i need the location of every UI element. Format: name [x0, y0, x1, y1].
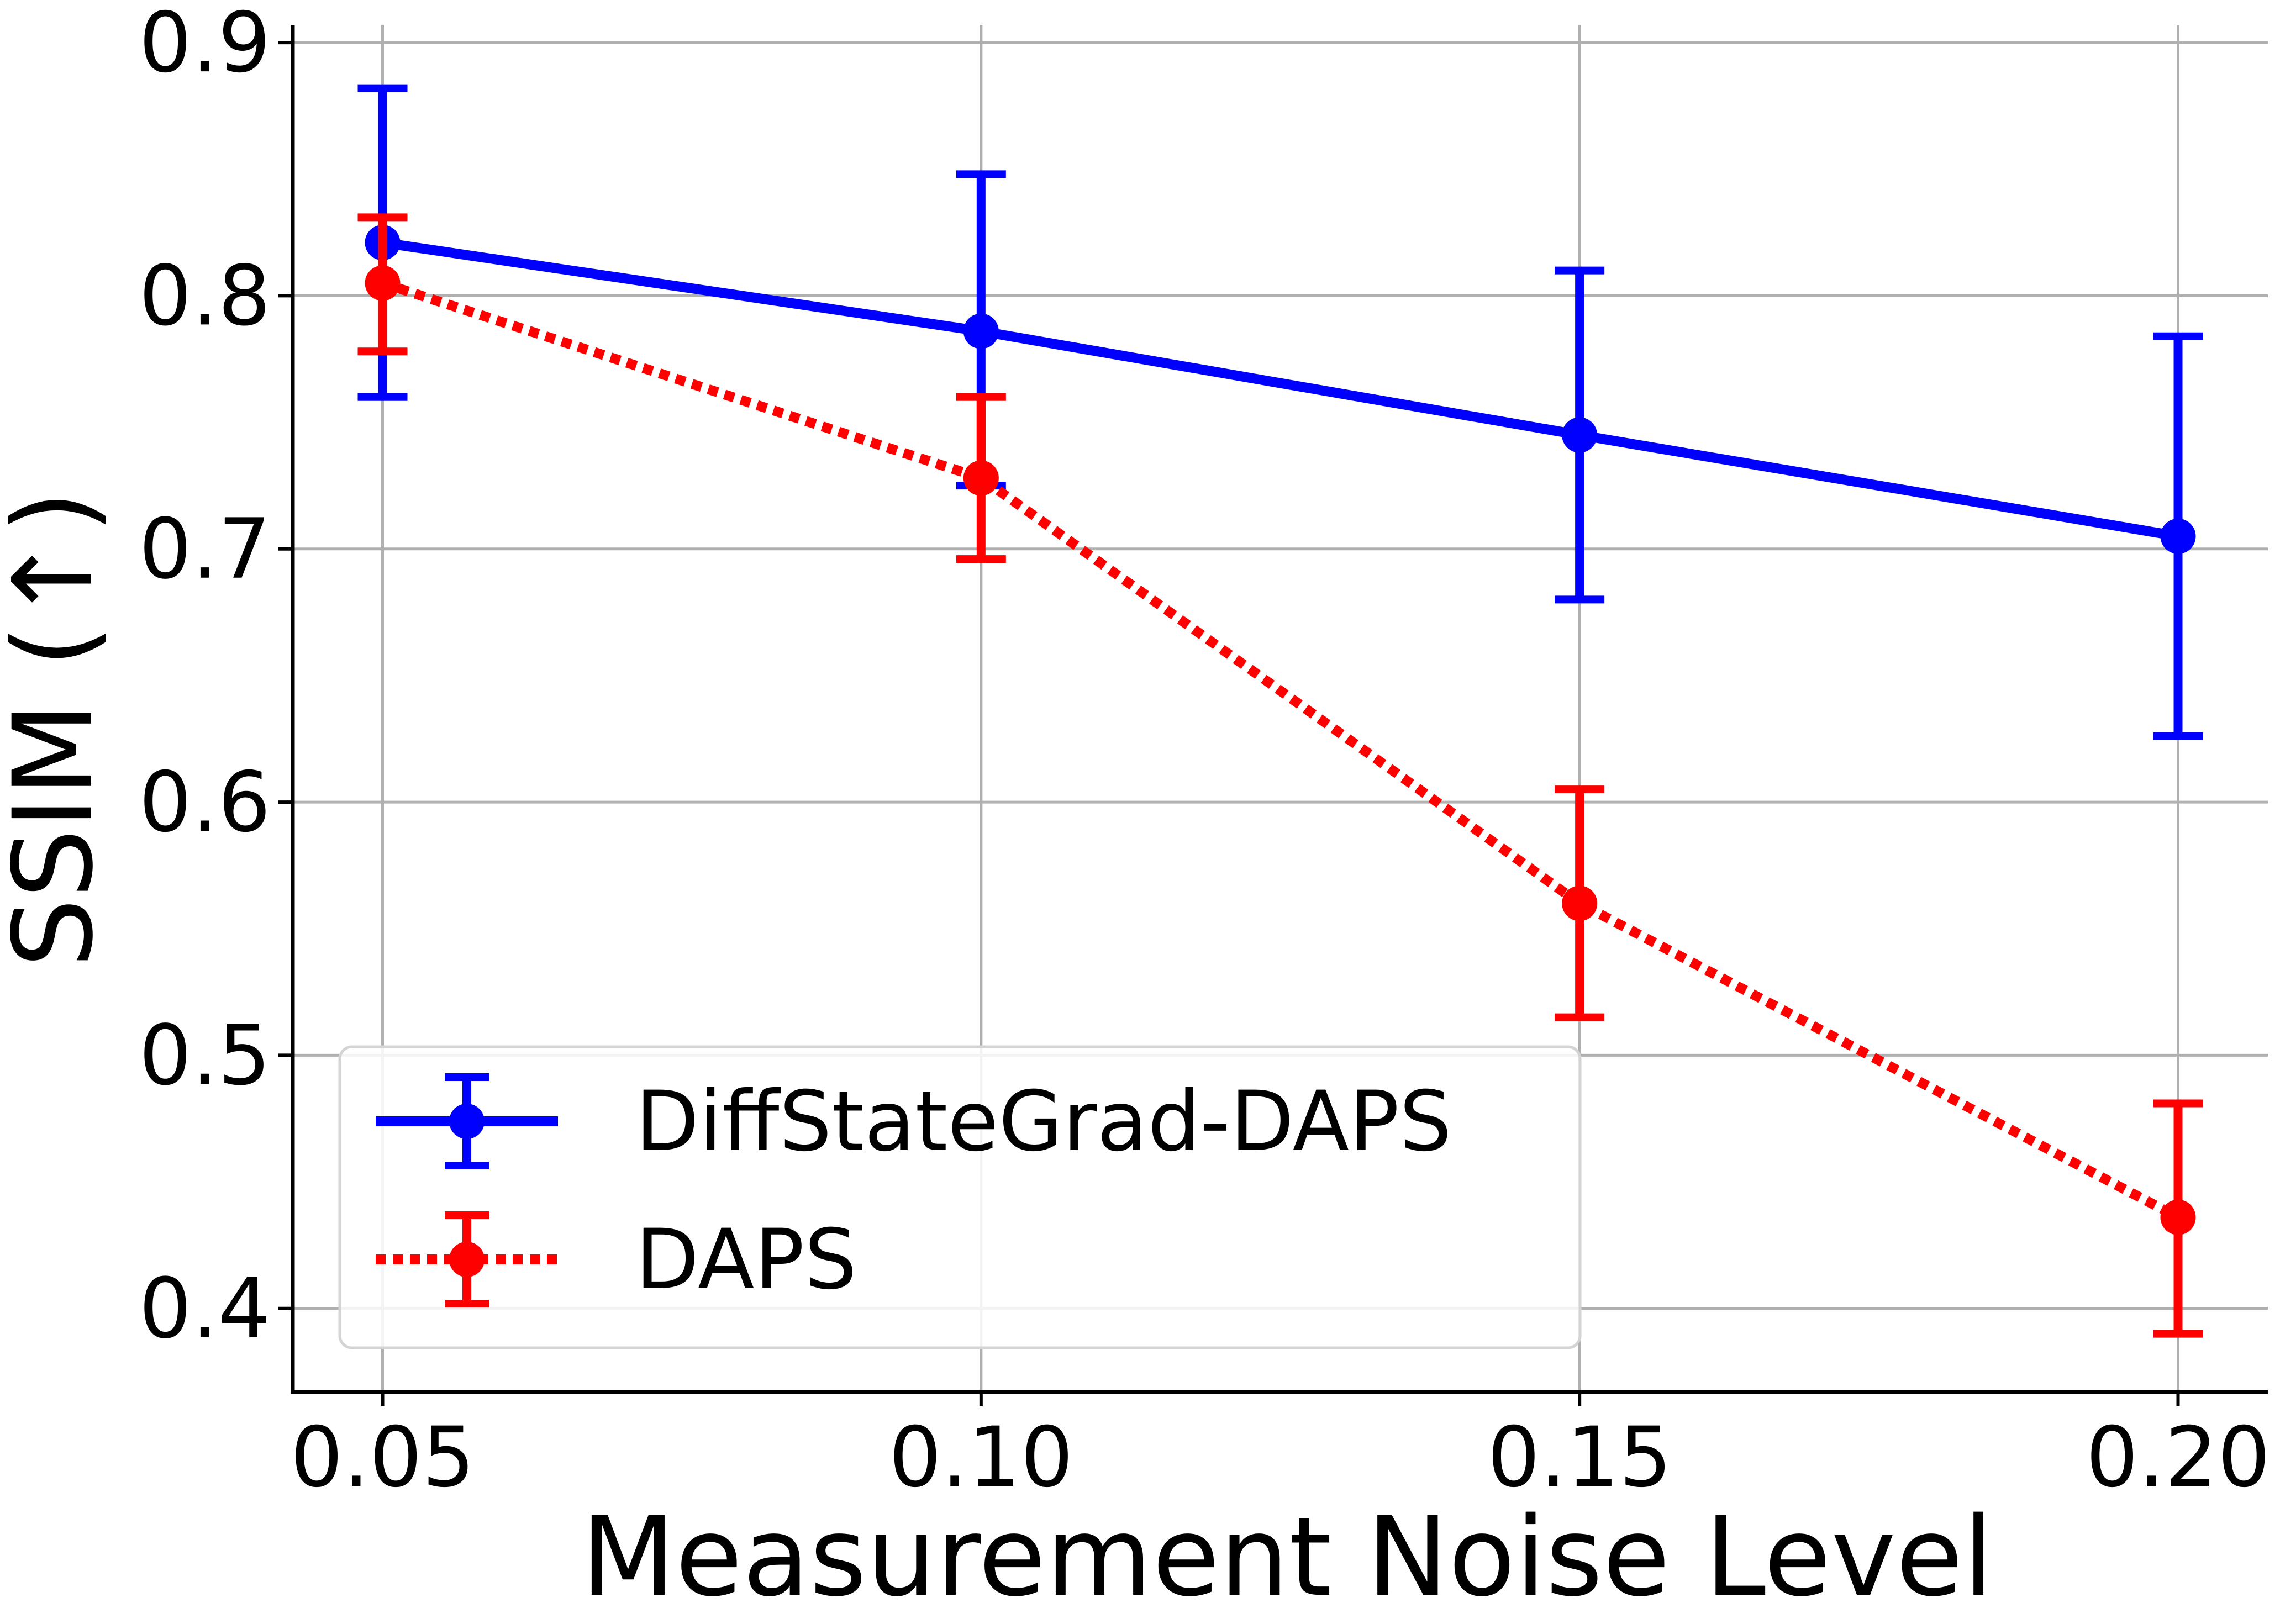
data-point — [1562, 417, 1598, 453]
data-point — [2160, 518, 2196, 554]
y-tick-label: 0.9 — [139, 0, 271, 91]
x-tick-label: 0.15 — [1487, 1410, 1672, 1506]
legend-entry: DiffStateGrad-DAPS — [376, 1073, 1452, 1170]
series-daps — [357, 213, 2203, 1338]
legend-frame — [338, 1045, 1582, 1349]
y-axis-title: SSIM (↑) — [0, 491, 117, 968]
legend-label: DiffStateGrad-DAPS — [635, 1074, 1452, 1170]
series-diffstategrad-daps — [357, 84, 2203, 740]
plot-area — [357, 84, 2203, 1338]
series-line — [381, 278, 2181, 1222]
y-tick-label: 0.7 — [139, 502, 271, 598]
data-point — [963, 460, 999, 496]
series-line — [382, 238, 2179, 541]
legend-label: DAPS — [635, 1212, 857, 1308]
data-point — [365, 265, 401, 301]
y-tick-label: 0.4 — [139, 1261, 271, 1357]
legend-marker — [449, 1104, 485, 1139]
x-tick-label: 0.05 — [291, 1410, 475, 1506]
x-tick-label: 0.20 — [2086, 1410, 2271, 1506]
axes — [291, 25, 2268, 1394]
legend-marker — [449, 1242, 485, 1277]
x-tick-label: 0.10 — [889, 1410, 1073, 1506]
y-tick-label: 0.8 — [139, 248, 271, 344]
y-tick-label: 0.6 — [139, 755, 271, 851]
x-axis-title: Measurement Noise Level — [581, 1493, 1993, 1621]
data-point — [1562, 885, 1598, 921]
data-point — [963, 313, 999, 349]
legend-entry: DAPS — [376, 1211, 857, 1308]
data-point — [2160, 1199, 2196, 1235]
y-tick-label: 0.5 — [139, 1008, 271, 1104]
ticks: 0.4 0.5 0.6 0.7 0.8 0.9 0.05 0.10 0.15 0.20 — [139, 0, 2270, 1506]
legend: DiffStateGrad-DAPS DAPS — [338, 1045, 1582, 1349]
